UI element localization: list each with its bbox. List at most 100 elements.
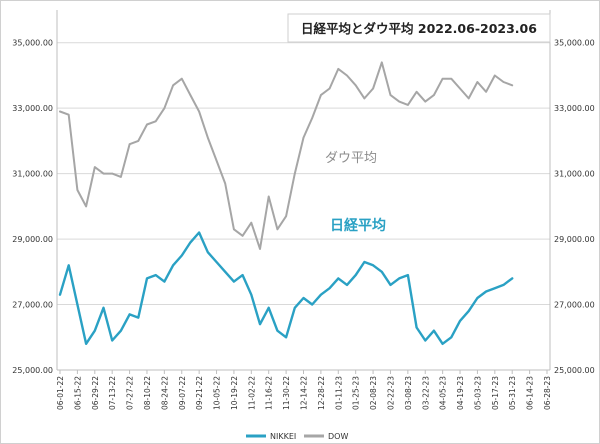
- data-point-nikkei: [276, 329, 279, 332]
- data-point-dow: [120, 176, 122, 178]
- data-point-dow: [241, 235, 244, 237]
- legend: NIKKEI DOW: [246, 432, 348, 441]
- data-point-dow: [320, 94, 322, 96]
- data-point-nikkei: [494, 287, 496, 290]
- data-point-dow: [250, 221, 253, 224]
- data-point-dow: [233, 228, 235, 231]
- data-point-nikkei: [259, 323, 261, 326]
- data-point-nikkei: [102, 307, 105, 309]
- data-point-dow: [450, 77, 453, 80]
- data-point-nikkei: [381, 271, 383, 273]
- data-point-dow: [467, 97, 470, 100]
- data-point-nikkei: [476, 297, 479, 299]
- y-tick-label-right: 35,000.00: [554, 39, 595, 48]
- x-tick-label: 08-10-22: [143, 376, 152, 410]
- data-point-nikkei: [467, 310, 470, 312]
- y-tick-label-left: 33,000.00: [12, 104, 53, 113]
- data-point-dow: [372, 87, 374, 90]
- data-point-dow: [94, 166, 96, 168]
- y-tick-label-left: 25,000.00: [12, 366, 53, 375]
- data-point-nikkei: [485, 290, 487, 293]
- legend-label-dow: DOW: [328, 432, 348, 441]
- x-tick-label: 09-21-22: [195, 376, 204, 410]
- data-point-dow: [502, 81, 505, 83]
- data-point-nikkei: [337, 277, 340, 280]
- data-point-dow: [76, 189, 79, 191]
- data-point-dow: [476, 81, 479, 83]
- data-point-dow: [285, 215, 287, 217]
- data-point-dow: [337, 68, 340, 70]
- data-point-dow: [485, 91, 487, 93]
- data-point-dow: [381, 61, 383, 64]
- x-tick-label: 05-31-23: [508, 376, 517, 410]
- data-point-dow: [441, 77, 444, 80]
- x-tick-label: 09-07-22: [178, 376, 187, 410]
- chart-title: 日経平均とダウ平均 2022.06-2023.06: [301, 21, 537, 36]
- series-lines: [58, 61, 514, 345]
- data-point-dow: [311, 117, 314, 119]
- x-tick-label: 06-29-22: [91, 376, 100, 410]
- data-point-dow: [198, 110, 200, 113]
- x-tick-label: 06-15-22: [73, 376, 82, 410]
- data-point-nikkei: [207, 251, 209, 253]
- nikkei-annotation: 日経平均: [330, 217, 386, 234]
- data-point-dow: [215, 159, 218, 162]
- data-point-dow: [137, 140, 140, 142]
- data-point-nikkei: [346, 284, 348, 286]
- data-point-nikkei: [424, 339, 427, 342]
- data-point-nikkei: [233, 280, 235, 283]
- x-tick-label: 07-13-22: [108, 376, 117, 410]
- y-axis-right: 25,000.00 27,000.00 29,000.00 31,000.00 33,0…: [554, 39, 595, 375]
- data-point-nikkei: [441, 343, 444, 345]
- data-point-nikkei: [128, 313, 131, 316]
- data-point-dow: [354, 84, 357, 87]
- data-point-dow: [267, 195, 270, 198]
- data-point-nikkei: [363, 261, 366, 263]
- data-point-nikkei: [294, 307, 296, 309]
- x-tick-label: 07-27-22: [126, 376, 135, 410]
- data-point-dow: [363, 97, 366, 100]
- data-point-dow: [276, 228, 279, 231]
- data-point-nikkei: [59, 293, 61, 296]
- data-point-nikkei: [502, 284, 505, 286]
- data-point-nikkei: [250, 293, 253, 296]
- x-tick-label: 02-08-23: [369, 376, 378, 410]
- data-point-nikkei: [285, 336, 287, 339]
- x-tick-label: 03-22-23: [421, 376, 430, 410]
- data-point-nikkei: [398, 277, 401, 280]
- x-tick-label: 10-19-22: [230, 376, 239, 410]
- data-point-dow: [189, 94, 192, 96]
- data-point-dow: [207, 136, 209, 139]
- data-point-nikkei: [389, 284, 392, 286]
- x-tick-label: 04-05-23: [439, 376, 448, 410]
- x-tick-label: 02-22-23: [386, 376, 395, 410]
- data-point-dow: [459, 87, 461, 90]
- data-point-dow: [407, 104, 409, 106]
- data-point-nikkei: [215, 261, 218, 263]
- data-point-nikkei: [163, 280, 166, 283]
- x-tick-label: 11-30-22: [282, 376, 291, 410]
- data-point-nikkei: [189, 241, 192, 244]
- data-point-nikkei: [511, 277, 513, 280]
- data-point-dow: [494, 74, 496, 77]
- data-point-dow: [424, 100, 427, 103]
- data-point-nikkei: [137, 316, 140, 319]
- title-box: [287, 13, 551, 43]
- y-tick-label-left: 27,000.00: [12, 301, 53, 310]
- data-point-nikkei: [415, 326, 418, 329]
- x-axis: 06-01-22 06-15-22 06-29-22 07-13-22 07-27-22…: [56, 370, 552, 410]
- data-point-nikkei: [94, 329, 96, 332]
- data-point-dow: [128, 143, 131, 145]
- data-point-dow: [302, 136, 305, 139]
- dow-annotation: ダウ平均: [325, 151, 377, 166]
- data-point-nikkei: [172, 264, 174, 267]
- data-point-nikkei: [67, 264, 70, 267]
- data-point-dow: [111, 172, 113, 175]
- x-tick-label: 06-14-23: [526, 376, 535, 410]
- x-tick-label: 11-02-22: [247, 376, 256, 410]
- data-point-nikkei: [198, 231, 200, 234]
- data-point-dow: [415, 91, 418, 93]
- data-point-nikkei: [224, 271, 226, 273]
- y-axis-left: 25,000.00 27,000.00 29,000.00 31,000.00 33,0…: [12, 39, 53, 375]
